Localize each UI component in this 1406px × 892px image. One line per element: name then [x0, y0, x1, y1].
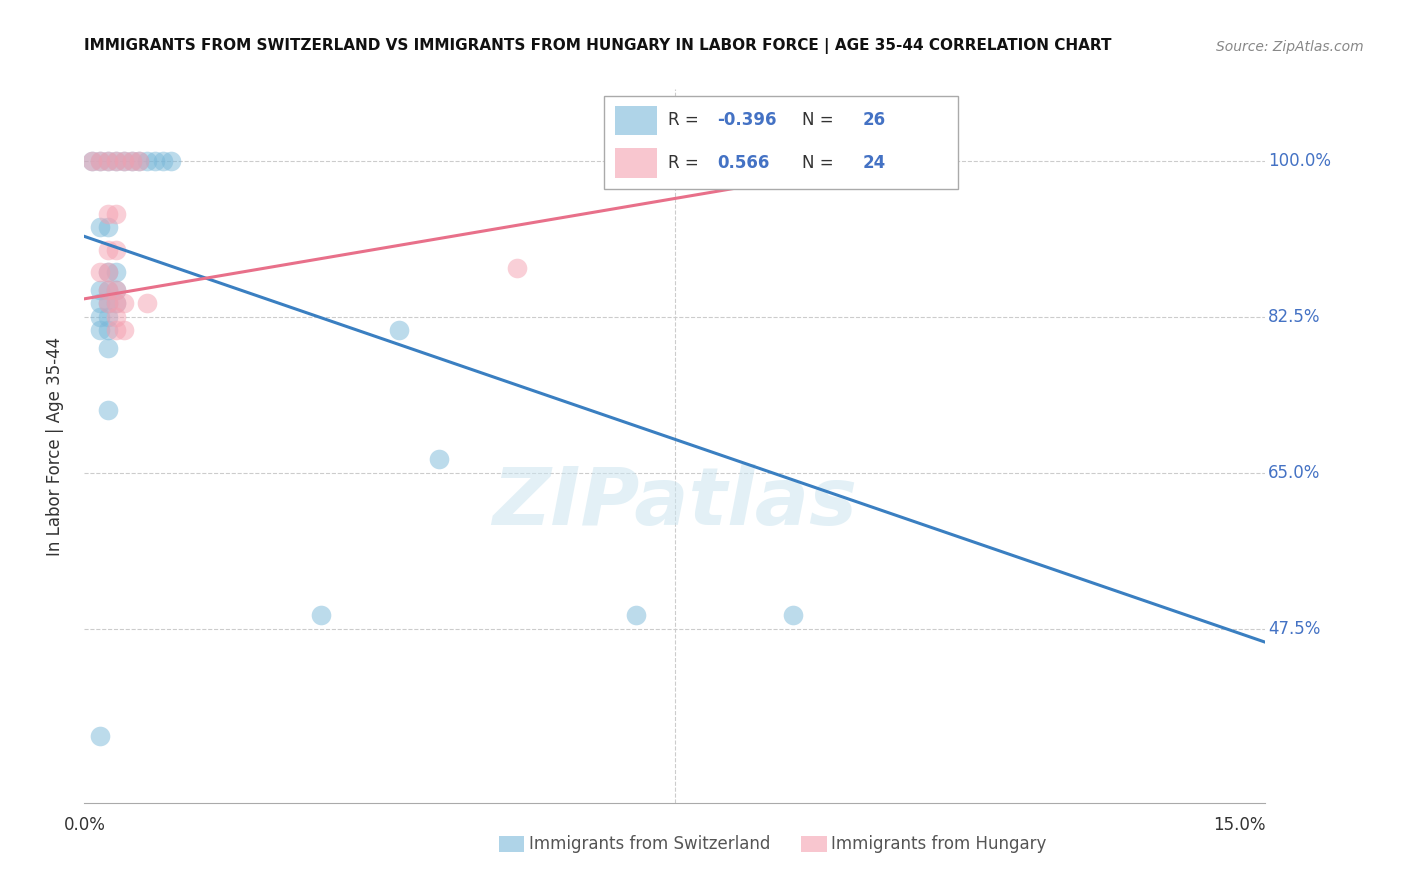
Point — [82, 153, 104, 168]
Point — [104, 283, 127, 297]
Point — [388, 323, 411, 337]
Point — [104, 296, 127, 310]
Text: 65.0%: 65.0% — [1268, 464, 1320, 482]
Point — [121, 153, 143, 168]
Point — [97, 283, 120, 297]
Point — [112, 153, 135, 168]
Point — [104, 323, 127, 337]
Point — [143, 153, 166, 168]
Point — [136, 296, 159, 310]
Point — [82, 153, 104, 168]
Point — [104, 153, 127, 168]
Point — [128, 153, 150, 168]
Point — [104, 296, 127, 310]
Point — [104, 283, 127, 297]
Point — [97, 153, 120, 168]
Point — [136, 153, 159, 168]
Point — [97, 220, 120, 235]
Point — [97, 265, 120, 279]
Point — [104, 243, 127, 257]
Y-axis label: In Labor Force | Age 35-44: In Labor Force | Age 35-44 — [45, 336, 63, 556]
Point — [309, 608, 332, 623]
Point — [782, 608, 804, 623]
Text: Immigrants from Switzerland: Immigrants from Switzerland — [529, 835, 770, 853]
Point — [97, 323, 120, 337]
Point — [89, 310, 111, 324]
Point — [89, 283, 111, 297]
Text: 47.5%: 47.5% — [1268, 620, 1320, 638]
Text: 0.0%: 0.0% — [63, 816, 105, 834]
Point — [97, 207, 120, 221]
Point — [89, 153, 111, 168]
Point — [89, 729, 111, 743]
Text: IMMIGRANTS FROM SWITZERLAND VS IMMIGRANTS FROM HUNGARY IN LABOR FORCE | AGE 35-4: IMMIGRANTS FROM SWITZERLAND VS IMMIGRANT… — [84, 37, 1112, 54]
Point — [506, 260, 529, 275]
Point — [104, 310, 127, 324]
Point — [104, 153, 127, 168]
Point — [89, 153, 111, 168]
Text: ZIPatlas: ZIPatlas — [492, 464, 858, 542]
Point — [89, 323, 111, 337]
Point — [89, 296, 111, 310]
Point — [97, 243, 120, 257]
Point — [112, 296, 135, 310]
Point — [160, 153, 183, 168]
Point — [97, 341, 120, 355]
Point — [121, 153, 143, 168]
Text: Immigrants from Hungary: Immigrants from Hungary — [831, 835, 1046, 853]
Point — [152, 153, 174, 168]
Point — [89, 265, 111, 279]
Text: 100.0%: 100.0% — [1268, 152, 1330, 169]
Point — [97, 296, 120, 310]
Text: Source: ZipAtlas.com: Source: ZipAtlas.com — [1216, 39, 1364, 54]
Point — [97, 283, 120, 297]
Point — [97, 310, 120, 324]
Text: 15.0%: 15.0% — [1213, 816, 1265, 834]
Point — [97, 403, 120, 417]
Point — [427, 452, 450, 467]
Point — [112, 323, 135, 337]
Point — [97, 153, 120, 168]
Text: 82.5%: 82.5% — [1268, 308, 1320, 326]
Point — [624, 608, 647, 623]
Point — [128, 153, 150, 168]
Point — [112, 153, 135, 168]
Point — [104, 265, 127, 279]
Point — [97, 296, 120, 310]
Point — [89, 220, 111, 235]
Point — [104, 207, 127, 221]
Point — [97, 265, 120, 279]
